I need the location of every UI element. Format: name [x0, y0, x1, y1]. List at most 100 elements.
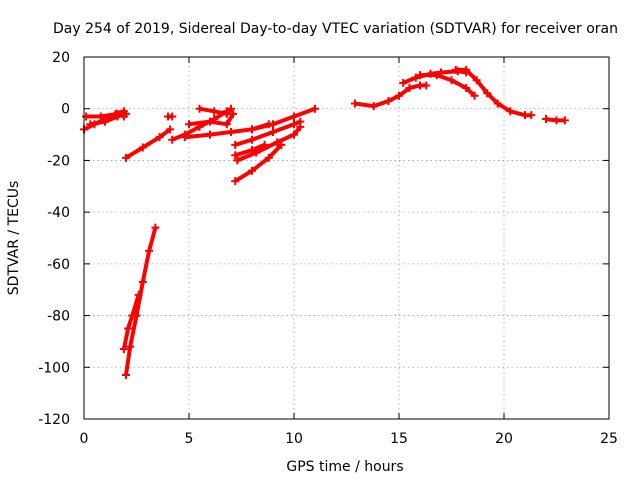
series-line — [89, 111, 127, 127]
data-point — [134, 290, 143, 299]
data-point — [248, 135, 256, 144]
data-point — [168, 112, 177, 121]
data-point — [231, 140, 240, 149]
data-series-arc-17 — [350, 84, 414, 111]
data-point — [432, 71, 441, 80]
data-point — [231, 177, 240, 186]
data-point — [462, 65, 471, 74]
data-series-arc-16 — [231, 140, 286, 186]
data-point — [422, 81, 431, 90]
data-point — [248, 125, 256, 134]
series-line — [234, 143, 283, 183]
series-line — [124, 127, 172, 160]
data-point — [229, 109, 238, 118]
data-point — [122, 109, 130, 118]
series-line — [121, 294, 141, 350]
data-point — [369, 102, 378, 111]
data-point — [227, 104, 235, 113]
x-tick-label: 5 — [185, 431, 194, 447]
data-point — [126, 342, 135, 351]
data-point — [447, 76, 456, 85]
data-point — [122, 371, 130, 380]
data-series-arc-3 — [86, 109, 130, 129]
data-point — [252, 148, 261, 157]
data-point — [145, 246, 154, 255]
chart-title: Day 254 of 2019, Sidereal Day-to-day VTE… — [53, 21, 618, 37]
y-tick-label: 20 — [52, 50, 70, 66]
y-axis-label: SDTVAR / TECUs — [6, 181, 22, 296]
data-point — [269, 127, 277, 136]
axes: 0 5 10 15 20 25 20 0 -20 -40 -60 -80 -100 -120 — [38, 50, 618, 447]
data-point — [470, 91, 479, 100]
x-tick-label: 0 — [80, 431, 89, 447]
data-point — [384, 96, 393, 105]
data-point — [138, 143, 147, 152]
data-point — [180, 133, 189, 142]
y-tick-label: -20 — [47, 153, 70, 169]
data-point — [124, 324, 133, 333]
data-point — [248, 166, 256, 175]
data-point — [222, 120, 231, 129]
data-series-arc-5 — [164, 112, 177, 121]
data-point — [493, 99, 502, 108]
x-tick-label: 10 — [285, 431, 303, 447]
x-axis-label: GPS time / hours — [286, 459, 403, 475]
series-line — [199, 106, 233, 116]
data-point — [527, 111, 536, 120]
data-point — [119, 345, 128, 354]
y-tick-label: -80 — [47, 309, 70, 325]
data-point — [210, 107, 219, 116]
data-point — [273, 138, 282, 147]
data-point — [113, 112, 122, 121]
data-point — [542, 115, 550, 124]
data-series-arc-20 — [416, 71, 479, 100]
data-series-arc-15 — [233, 122, 305, 165]
data-series-arc-7 — [119, 290, 143, 354]
data-point — [195, 104, 204, 113]
data-point — [101, 117, 109, 126]
data-point — [82, 112, 91, 121]
data-point — [462, 84, 471, 93]
data-point — [231, 151, 240, 160]
data-point — [290, 120, 298, 129]
series-line — [354, 86, 411, 109]
data-point — [399, 78, 408, 87]
data-point — [560, 116, 569, 125]
data-point — [233, 156, 242, 165]
data-point — [311, 104, 319, 113]
data-point — [296, 122, 305, 131]
y-tick-label: 0 — [61, 102, 70, 118]
data-point — [416, 71, 424, 80]
data-point — [405, 84, 414, 93]
y-tick-label: -40 — [47, 205, 70, 221]
data-point — [151, 223, 160, 232]
data-series-arc-18 — [405, 81, 431, 93]
x-tick-label: 25 — [600, 431, 618, 447]
data-series-arc-22 — [542, 115, 569, 125]
data-point — [206, 130, 214, 139]
x-tick-label: 20 — [495, 431, 513, 447]
data-series-arc-12 — [248, 104, 319, 134]
y-tick-label: -120 — [38, 412, 70, 428]
data-layer — [80, 65, 569, 380]
data-point — [350, 99, 359, 108]
data-point — [483, 89, 492, 98]
data-point — [168, 135, 177, 144]
data-point — [86, 120, 95, 129]
data-point — [122, 153, 130, 162]
data-point — [269, 120, 277, 129]
data-point — [411, 73, 420, 82]
data-point — [155, 133, 164, 142]
series-line — [124, 227, 158, 376]
data-point — [451, 65, 460, 74]
data-series-arc-13 — [231, 117, 305, 149]
data-point — [506, 107, 515, 116]
data-point — [206, 117, 214, 126]
data-point — [185, 120, 193, 129]
data-point — [277, 140, 286, 149]
data-point — [290, 130, 298, 139]
data-point — [472, 76, 481, 85]
y-tick-label: -100 — [38, 360, 70, 376]
data-point — [395, 91, 403, 100]
data-point — [166, 125, 175, 134]
